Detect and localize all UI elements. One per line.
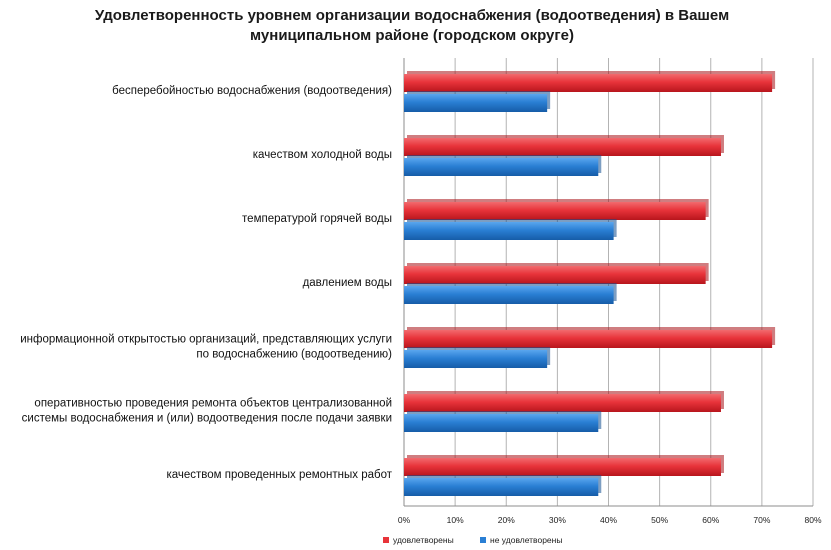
bar-not-satisfied (404, 350, 548, 368)
bars (404, 71, 776, 496)
x-tick-label: 60% (702, 515, 719, 525)
legend-swatch (383, 537, 389, 543)
bar-satisfied (404, 394, 721, 412)
category-label: по водоснабжению (водоотведению) (196, 349, 392, 361)
legend-swatch (480, 537, 486, 543)
bar-not-satisfied (404, 478, 599, 496)
bar-satisfied (404, 330, 773, 348)
x-tick-label: 50% (651, 515, 668, 525)
x-tick-label: 70% (753, 515, 770, 525)
x-tick-label: 30% (549, 515, 566, 525)
category-label: температурой горячей воды (242, 213, 392, 225)
x-tick-label: 80% (804, 515, 821, 525)
category-labels: бесперебойностью водоснабжения (водоотве… (20, 85, 392, 481)
bar-satisfied (404, 74, 773, 92)
x-axis-ticks: 0% 10% 20% 30% 40% 50% 60% 70% 80% (398, 515, 822, 525)
bar-not-satisfied (404, 158, 599, 176)
bar-satisfied (404, 458, 721, 476)
x-tick-label: 40% (600, 515, 617, 525)
bar-satisfied (404, 202, 706, 220)
legend-label: удовлетворены (393, 535, 454, 545)
category-label: качеством проведенных ремонтных работ (166, 469, 392, 481)
legend: удовлетворены не удовлетворены (383, 535, 562, 545)
category-label: оперативностью проведения ремонта объект… (34, 398, 392, 410)
bar-not-satisfied (404, 94, 548, 112)
chart-title-line-2: муниципальном районе (городском округе) (250, 27, 574, 44)
category-label: информационной открытостью организаций, … (20, 334, 392, 346)
x-tick-label: 20% (498, 515, 515, 525)
category-label: качеством холодной воды (253, 149, 392, 161)
chart-title-line-1: Удовлетворенность уровнем организации во… (95, 7, 729, 24)
bar-not-satisfied (404, 414, 599, 432)
bar-not-satisfied (404, 286, 614, 304)
bar-not-satisfied (404, 222, 614, 240)
legend-label: не удовлетворены (490, 535, 562, 545)
category-label: системы водоснабжения и (или) водоотведе… (22, 413, 392, 425)
category-label: бесперебойностью водоснабжения (водоотве… (112, 85, 392, 97)
bar-satisfied (404, 138, 721, 156)
category-label: давлением воды (303, 277, 392, 289)
x-tick-label: 0% (398, 515, 411, 525)
x-tick-label: 10% (447, 515, 464, 525)
bar-satisfied (404, 266, 706, 284)
